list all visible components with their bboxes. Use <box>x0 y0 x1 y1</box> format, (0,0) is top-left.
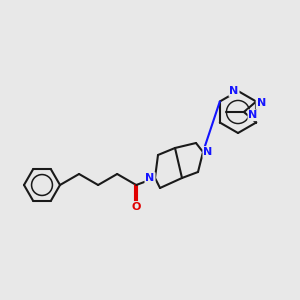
Text: O: O <box>131 202 141 212</box>
Text: N: N <box>146 173 154 183</box>
Text: N: N <box>256 98 266 109</box>
Text: N: N <box>203 147 213 157</box>
Text: N: N <box>230 86 238 96</box>
Text: N: N <box>248 110 258 120</box>
